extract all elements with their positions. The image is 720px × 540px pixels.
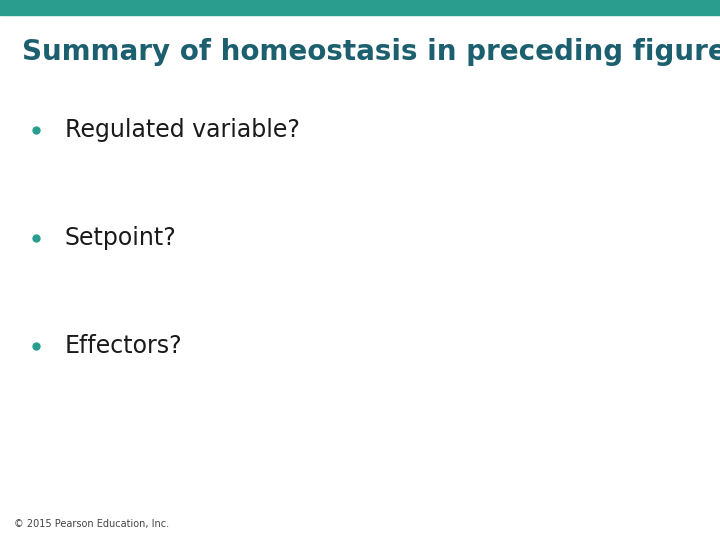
Text: Regulated variable?: Regulated variable? [65,118,300,141]
Text: © 2015 Pearson Education, Inc.: © 2015 Pearson Education, Inc. [14,519,169,529]
Text: Summary of homeostasis in preceding figure: Summary of homeostasis in preceding figu… [22,38,720,66]
Text: Setpoint?: Setpoint? [65,226,176,249]
Text: Effectors?: Effectors? [65,334,182,357]
